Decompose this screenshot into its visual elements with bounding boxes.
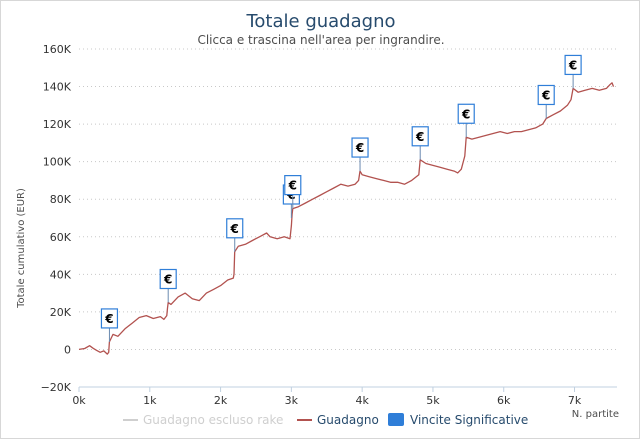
flag-box: [100, 308, 119, 329]
flag-label: €: [415, 130, 424, 144]
legend-item-guadagno[interactable]: Guadagno: [297, 413, 379, 427]
legend: Guadagno escluso rake Guadagno Vincite S…: [123, 413, 528, 427]
vincita-flag[interactable]: €: [564, 54, 582, 89]
flag-box: [457, 103, 475, 124]
flag-label: €: [355, 141, 364, 155]
x-tick-label: 1k: [143, 394, 157, 407]
flag-label: €: [163, 273, 172, 287]
flags-layer[interactable]: €€€€€€€€€€: [100, 54, 582, 342]
flag-box: [284, 175, 302, 196]
flag-label: €: [230, 222, 239, 236]
flag-box: [564, 54, 582, 76]
vincita-flag[interactable]: €: [159, 268, 177, 303]
y-tick-label: 60K: [50, 231, 72, 244]
flag-label: €: [461, 107, 470, 121]
flag-box: [159, 268, 177, 290]
flag-label: €: [104, 312, 113, 326]
vincita-flag[interactable]: €: [100, 308, 119, 342]
flag-box: [411, 126, 429, 147]
legend-label-escluso-rake: Guadagno escluso rake: [143, 413, 283, 427]
y-axis-title: Totale cumulativo (EUR): [16, 188, 27, 309]
chart-subtitle: Clicca e trascina nell'area per ingrandi…: [197, 33, 444, 47]
x-tick-label: 7k: [568, 394, 582, 407]
y-tick-label: 20K: [50, 306, 72, 319]
x-tick-label: 6k: [497, 394, 511, 407]
y-tick-label: 100K: [43, 156, 72, 169]
flag-box: [226, 218, 244, 239]
legend-label-guadagno: Guadagno: [317, 413, 379, 427]
legend-item-escluso-rake[interactable]: Guadagno escluso rake: [123, 413, 283, 427]
series-line-guadagno[interactable]: [78, 82, 615, 355]
flag-box: [351, 137, 369, 158]
plot-area[interactable]: [78, 82, 615, 355]
y-tick-label: 140K: [43, 81, 72, 94]
x-tick-label: 3k: [285, 394, 299, 407]
x-tick-label: 5k: [426, 394, 440, 407]
vincita-flag[interactable]: €: [537, 84, 555, 119]
axes: −20K 0 20K 40K 60K 80K 100K 120K 140K 160K 0k 1k 2k 3…: [41, 43, 617, 407]
flag-label: €: [568, 58, 577, 72]
y-tick-label: 0: [64, 343, 71, 356]
x-axis-title: N. partite: [572, 409, 619, 420]
x-tick-label: 2k: [214, 394, 228, 407]
y-tick-label: 80K: [50, 193, 72, 206]
x-tick-label: 0k: [72, 394, 86, 407]
vincita-flag[interactable]: €: [284, 175, 302, 209]
y-tick-label: 40K: [50, 268, 72, 281]
grid-lines: [79, 48, 617, 388]
vincita-flag[interactable]: €: [411, 126, 429, 160]
y-tick-label: 120K: [43, 118, 72, 131]
flag-box: [537, 84, 555, 106]
legend-item-vincite[interactable]: Vincite Significative: [388, 413, 528, 427]
y-tick-label: −20K: [41, 381, 72, 394]
vincita-flag[interactable]: €: [351, 137, 369, 172]
chart-title: Totale guadagno: [245, 11, 395, 32]
flag-label: €: [541, 88, 550, 102]
x-tick-label: 4k: [355, 394, 369, 407]
y-tick-label: 160K: [43, 43, 72, 56]
legend-swatch-vincite: [388, 413, 404, 426]
legend-label-vincite: Vincite Significative: [410, 413, 528, 427]
vincita-flag[interactable]: €: [457, 103, 475, 138]
flag-label: €: [288, 179, 297, 193]
vincita-flag[interactable]: €: [226, 218, 244, 252]
